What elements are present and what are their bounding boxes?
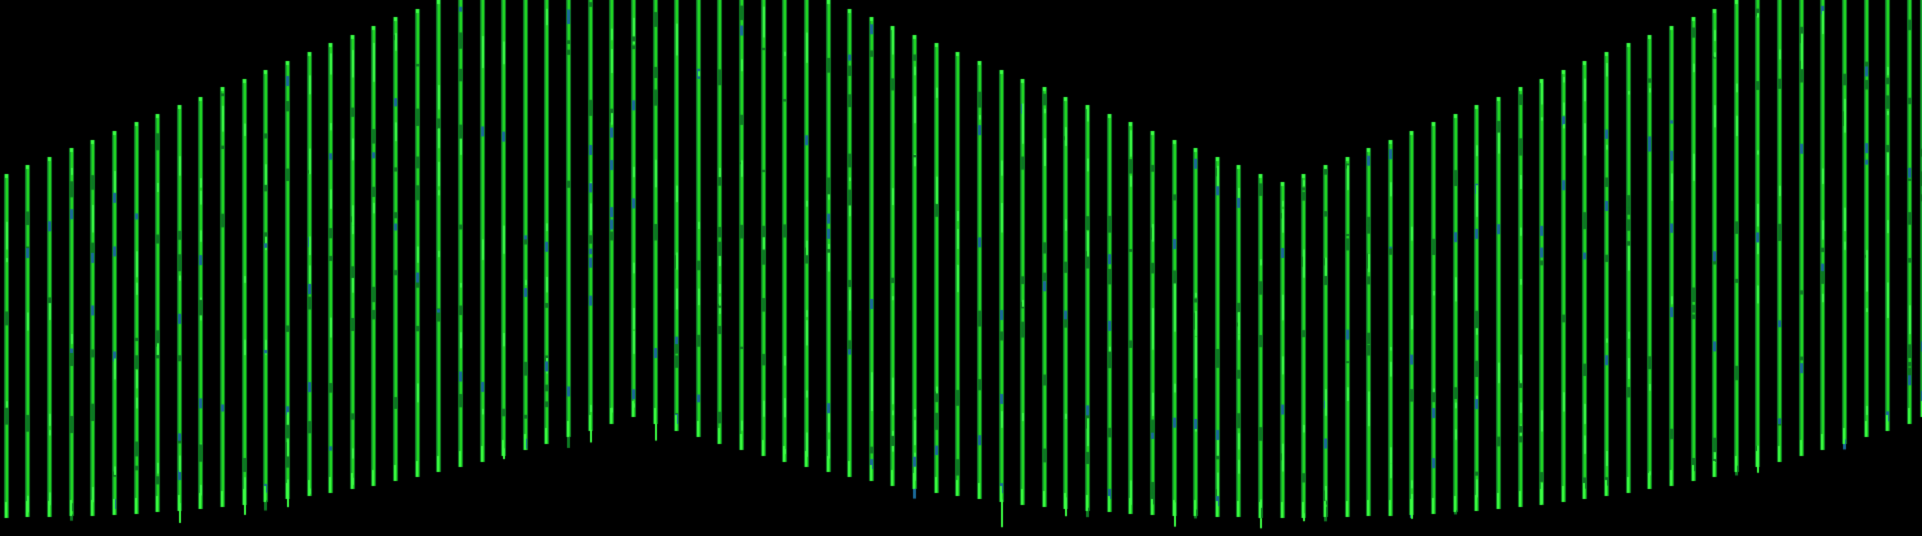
waveform-chart-stage (0, 0, 1922, 536)
waveform-canvas (0, 0, 1922, 536)
